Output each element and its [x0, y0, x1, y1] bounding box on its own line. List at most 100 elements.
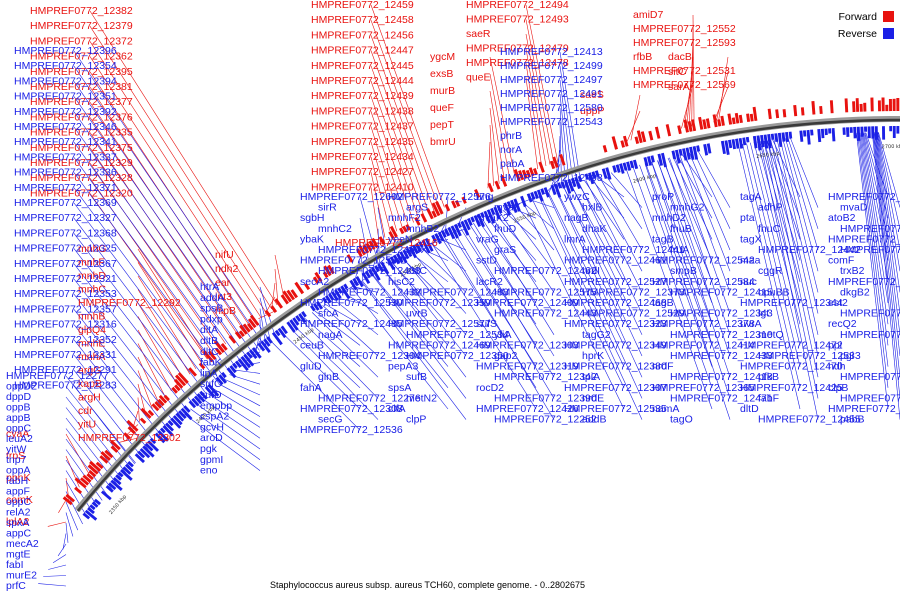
- forward-gene-feature: [705, 118, 711, 129]
- reverse-gene-feature: [584, 173, 589, 180]
- reverse-gene-label: HMPREF0772_12409: [476, 297, 579, 309]
- reverse-gene-feature: [289, 319, 299, 331]
- reverse-gene-feature: [221, 371, 227, 378]
- reverse-gene-feature: [657, 153, 663, 166]
- reverse-gene-label: nrdE: [582, 392, 604, 404]
- forward-gene-label: HMPREF0772_12439: [311, 90, 414, 102]
- forward-gene-feature: [247, 318, 257, 329]
- reverse-connector-line: [860, 132, 889, 325]
- reverse-gene-feature: [720, 140, 726, 154]
- reverse-gene-feature: [777, 132, 783, 147]
- forward-connector-line: [137, 316, 178, 386]
- reverse-gene-feature: [361, 272, 371, 284]
- forward-gene-feature: [885, 104, 889, 112]
- forward-gene-feature: [640, 131, 647, 143]
- reverse-connector-line: [73, 354, 149, 450]
- forward-gene-feature: [461, 196, 467, 204]
- forward-gene-feature: [188, 367, 197, 377]
- reverse-gene-feature: [82, 512, 91, 520]
- genome-backbone: [74, 116, 900, 513]
- reverse-gene-feature: [889, 126, 893, 132]
- reverse-gene-feature: [89, 504, 96, 511]
- forward-gene-label: HMPREF0772_12437: [311, 121, 414, 133]
- forward-gene-label: queE: [466, 72, 491, 84]
- reverse-gene-feature: [237, 358, 249, 371]
- reverse-gene-feature: [463, 219, 471, 231]
- forward-gene-label: HMPREF0772_12377: [30, 96, 133, 108]
- forward-gene-feature: [82, 474, 92, 483]
- reverse-connector-line: [371, 274, 467, 399]
- reverse-gene-label: fabK: [200, 357, 222, 369]
- reverse-gene-feature: [280, 325, 288, 335]
- reverse-connector-line: [352, 286, 379, 293]
- reverse-gene-feature: [882, 126, 886, 140]
- reverse-gene-label: HMPREF0772_12462: [494, 265, 597, 277]
- reverse-connector-line: [201, 398, 261, 439]
- reverse-connector-line: [878, 132, 900, 208]
- forward-gene-label: nifU: [215, 249, 234, 261]
- reverse-gene-feature: [591, 171, 597, 179]
- reverse-gene-label: spsB: [200, 303, 223, 315]
- forward-gene-feature: [521, 169, 528, 179]
- forward-gene-label: HMPREF0772_12372: [30, 35, 133, 47]
- forward-gene-label: saeS: [580, 89, 604, 101]
- forward-gene-feature: [126, 419, 139, 432]
- reverse-gene-label: pdxp: [200, 313, 223, 325]
- reverse-gene-feature: [557, 182, 562, 189]
- reverse-connector-line: [311, 312, 379, 378]
- forward-gene-feature: [88, 470, 97, 478]
- forward-connector-line: [525, 77, 538, 170]
- forward-gene-feature: [731, 117, 736, 125]
- forward-gene-label: HMPREF0772_12320: [30, 187, 133, 199]
- reverse-gene-feature: [193, 395, 203, 405]
- reverse-gene-feature: [134, 453, 145, 464]
- reverse-connector-line: [873, 132, 900, 378]
- reverse-gene-feature: [453, 223, 462, 237]
- reverse-gene-label: HMPREF0772_12580: [500, 102, 603, 114]
- forward-gene-label: mnhE: [78, 338, 105, 350]
- forward-gene-feature: [171, 386, 178, 394]
- reverse-connector-line: [73, 81, 260, 351]
- forward-gene-label: mnhF: [78, 257, 105, 269]
- forward-gene-feature: [888, 99, 892, 112]
- reverse-connector-line: [419, 248, 449, 261]
- reverse-gene-feature: [831, 128, 836, 142]
- legend-forward-label: Forward: [838, 10, 877, 23]
- reverse-connector-line: [360, 280, 467, 420]
- reverse-gene-label: tagA: [740, 191, 762, 203]
- reverse-gene-feature: [756, 135, 762, 151]
- reverse-gene-feature: [567, 178, 575, 192]
- reverse-connector-line: [674, 156, 731, 314]
- legend-reverse-label: Reverse: [837, 27, 877, 40]
- reverse-gene-label: dltB: [200, 335, 218, 347]
- reverse-gene-label: HMPREF0772_12373: [582, 286, 685, 298]
- reverse-gene-feature: [467, 217, 473, 226]
- reverse-gene-feature: [364, 270, 371, 279]
- forward-connector-line: [89, 162, 220, 350]
- reverse-gene-label: HMPREF0772_12392: [14, 106, 117, 118]
- forward-gene-feature: [405, 224, 411, 231]
- reverse-connector-line: [877, 132, 900, 251]
- reverse-connector-line: [657, 160, 731, 378]
- reverse-gene-label: fabI: [6, 559, 24, 571]
- reverse-gene-feature: [577, 175, 583, 183]
- reverse-gene-label: HMPREF0772_12272: [840, 392, 900, 404]
- reverse-gene-label: appC: [6, 528, 32, 540]
- reverse-gene-label: HMPREF0772_12308: [300, 403, 403, 415]
- reverse-gene-feature: [440, 230, 447, 238]
- forward-gene-feature: [140, 407, 152, 419]
- reverse-gene-label: HMPREF0772_12426: [476, 403, 579, 415]
- reverse-connector-line: [482, 218, 555, 335]
- reverse-connector-line: [737, 144, 801, 410]
- reverse-gene-label: HMPREF0772_12367: [14, 258, 117, 270]
- forward-gene-feature: [399, 227, 405, 235]
- reverse-connector-line: [453, 231, 555, 399]
- reverse-gene-label: cggR: [758, 265, 783, 277]
- reverse-connector-line: [639, 164, 713, 367]
- forward-gene-feature: [365, 242, 373, 252]
- forward-gene-label: HMPREF0772_12478: [466, 57, 569, 69]
- reverse-gene-label: oppC: [6, 423, 32, 435]
- forward-gene-feature: [127, 426, 136, 435]
- reverse-connector-line: [377, 228, 381, 271]
- forward-connector-line: [47, 521, 67, 527]
